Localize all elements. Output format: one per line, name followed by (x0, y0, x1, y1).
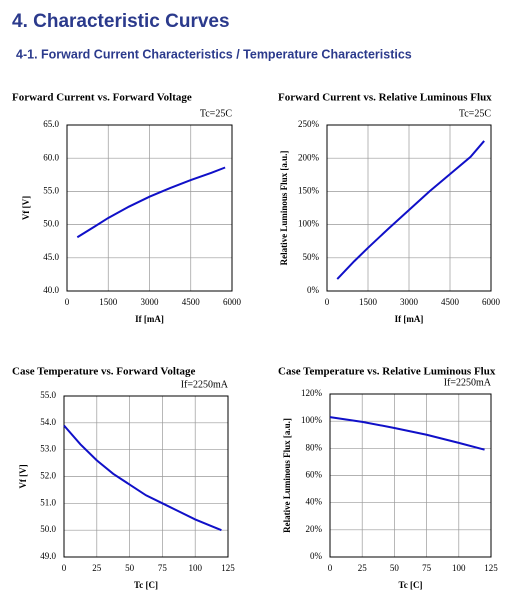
annotation: Tc=25C (200, 108, 232, 119)
y-axis-label: Relative Luminous Flux [a.u.] (282, 418, 292, 533)
y-tick-label: 50.0 (43, 219, 59, 229)
y-tick-label: 51.0 (40, 497, 56, 507)
x-axis-label: Tc [C] (134, 580, 158, 590)
y-axis-label: Relative Luminous Flux [a.u.] (279, 151, 289, 266)
annotation: If=2250mA (181, 379, 229, 390)
y-tick-label: 60.0 (43, 152, 59, 162)
plot-frame (63, 395, 229, 558)
y-tick-label: 52.0 (40, 471, 56, 481)
y-axis-label: Vf [V] (18, 464, 28, 488)
x-tick-label: 0 (65, 297, 70, 307)
x-tick-label: 100 (188, 563, 202, 573)
y-tick-label: 55.0 (43, 185, 59, 195)
curve (329, 416, 485, 451)
y-tick-label: 80% (306, 442, 323, 452)
x-tick-label: 100 (452, 563, 466, 573)
plot-frame (326, 124, 492, 292)
x-axis-label: If [mA] (395, 314, 424, 324)
y-tick-label: 49.0 (40, 551, 56, 561)
x-tick-label: 25 (358, 563, 368, 573)
plot-frame (329, 393, 492, 558)
x-tick-label: 6000 (482, 297, 501, 307)
chart-title: Case Temperature vs. Relative Luminous F… (278, 366, 496, 378)
y-tick-label: 0% (307, 285, 320, 295)
y-tick-label: 65.0 (43, 119, 59, 129)
x-tick-label: 4500 (182, 297, 201, 307)
x-axis-label: If [mA] (135, 314, 164, 324)
curve (336, 140, 485, 280)
y-tick-label: 53.0 (40, 444, 56, 454)
x-axis-label: Tc [C] (399, 580, 423, 590)
y-tick-label: 250% (298, 119, 320, 129)
x-tick-label: 4500 (441, 297, 460, 307)
x-tick-label: 0 (62, 563, 67, 573)
x-tick-label: 50 (390, 563, 400, 573)
subheading: 4-1. Forward Current Characteristics / T… (16, 47, 412, 61)
y-tick-label: 40% (306, 497, 323, 507)
y-tick-label: 120% (301, 388, 323, 398)
chart-title: Forward Current vs. Relative Luminous Fl… (278, 92, 492, 104)
curve (63, 424, 222, 532)
x-tick-label: 0 (328, 563, 333, 573)
y-tick-label: 200% (298, 152, 320, 162)
y-tick-label: 54.0 (40, 417, 56, 427)
y-tick-label: 150% (298, 185, 320, 195)
y-tick-label: 45.0 (43, 252, 59, 262)
x-tick-label: 125 (484, 563, 498, 573)
x-tick-label: 75 (158, 563, 168, 573)
y-tick-label: 60% (306, 470, 323, 480)
y-tick-label: 40.0 (43, 285, 59, 295)
x-tick-label: 75 (422, 563, 432, 573)
y-tick-label: 0% (310, 551, 323, 561)
annotation: Tc=25C (459, 108, 491, 119)
x-tick-label: 3000 (400, 297, 419, 307)
x-tick-label: 3000 (141, 297, 160, 307)
x-tick-label: 125 (221, 563, 235, 573)
y-tick-label: 20% (306, 524, 323, 534)
y-tick-label: 50.0 (40, 524, 56, 534)
chart-title: Case Temperature vs. Forward Voltage (12, 366, 196, 378)
x-tick-label: 0 (325, 297, 330, 307)
annotation: If=2250mA (444, 377, 492, 388)
y-axis-label: Vf [V] (21, 196, 31, 220)
x-tick-label: 1500 (99, 297, 118, 307)
y-tick-label: 100% (298, 219, 320, 229)
plot-frame (66, 124, 233, 292)
y-tick-label: 55.0 (40, 390, 56, 400)
x-tick-label: 6000 (223, 297, 242, 307)
y-tick-label: 100% (301, 415, 323, 425)
y-tick-label: 50% (303, 252, 320, 262)
x-tick-label: 50 (125, 563, 135, 573)
x-tick-label: 25 (92, 563, 102, 573)
curve (76, 166, 226, 239)
heading: 4. Characteristic Curves (12, 11, 230, 32)
x-tick-label: 1500 (359, 297, 378, 307)
chart-title: Forward Current vs. Forward Voltage (12, 92, 192, 104)
